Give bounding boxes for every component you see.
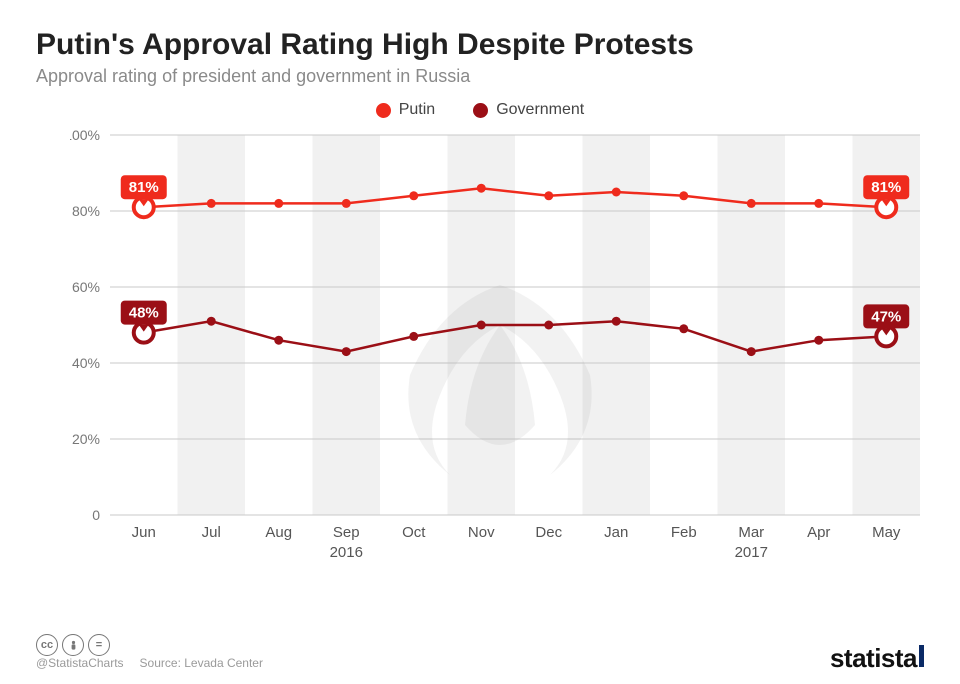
y-tick-label: 60% xyxy=(72,279,100,295)
line-chart: 0 20% 40% 60% 80% 100% Jun Jul Aug Sep Oct Nov Dec Ja… xyxy=(70,125,930,565)
year-label: 2016 xyxy=(330,544,363,561)
legend: Putin Government xyxy=(36,101,924,119)
y-tick-label: 20% xyxy=(72,431,100,447)
series-point xyxy=(477,184,486,193)
chart-title: Putin's Approval Rating High Despite Pro… xyxy=(36,28,924,62)
twitter-handle: @StatistaCharts xyxy=(36,656,124,672)
legend-item-putin: Putin xyxy=(376,101,435,119)
footer: cc = @StatistaCharts Source: Levada Cent… xyxy=(36,634,924,674)
series-point xyxy=(679,324,688,333)
x-tick-label: Mar xyxy=(738,524,764,541)
x-tick-label: Apr xyxy=(807,524,830,541)
series-point xyxy=(679,191,688,200)
series-point xyxy=(814,336,823,345)
legend-dot-putin xyxy=(376,103,391,118)
series-point xyxy=(747,199,756,208)
series-point xyxy=(544,321,553,330)
y-tick-label: 40% xyxy=(72,355,100,371)
y-tick-label: 0 xyxy=(92,507,100,523)
series-point xyxy=(342,347,351,356)
x-tick-label: Nov xyxy=(468,524,495,541)
x-tick-label: Dec xyxy=(535,524,562,541)
series-point xyxy=(342,199,351,208)
x-tick-label: Jul xyxy=(202,524,221,541)
source-label: Source: xyxy=(140,656,185,670)
series-point xyxy=(207,317,216,326)
series-point xyxy=(207,199,216,208)
statista-logo: statista xyxy=(830,643,924,674)
callout-text: 81% xyxy=(129,179,159,196)
x-tick-label: Jun xyxy=(132,524,156,541)
x-tick-label: Sep xyxy=(333,524,360,541)
callout-text: 81% xyxy=(871,179,901,196)
series-point xyxy=(477,321,486,330)
series-point xyxy=(612,317,621,326)
source-value: Levada Center xyxy=(184,656,263,670)
x-tick-label: Feb xyxy=(671,524,697,541)
chart-subtitle: Approval rating of president and governm… xyxy=(36,66,924,87)
series-point xyxy=(544,191,553,200)
legend-label-government: Government xyxy=(496,101,584,119)
x-tick-label: May xyxy=(872,524,901,541)
legend-label-putin: Putin xyxy=(399,101,435,119)
cc-icon: cc xyxy=(36,634,58,656)
series-point xyxy=(747,347,756,356)
series-point xyxy=(409,332,418,341)
callout-text: 47% xyxy=(871,308,901,325)
series-point xyxy=(409,191,418,200)
x-tick-label: Jan xyxy=(604,524,628,541)
chart-stripe xyxy=(718,135,786,515)
series-point xyxy=(612,188,621,197)
x-tick-label: Oct xyxy=(402,524,426,541)
x-tick-label: Aug xyxy=(265,524,292,541)
legend-item-government: Government xyxy=(473,101,584,119)
nd-icon: = xyxy=(88,634,110,656)
cc-license-icons: cc = xyxy=(36,634,124,656)
series-point xyxy=(814,199,823,208)
series-point xyxy=(274,199,283,208)
y-tick-label: 80% xyxy=(72,203,100,219)
by-icon xyxy=(62,634,84,656)
year-label: 2017 xyxy=(735,544,768,561)
callout-text: 48% xyxy=(129,305,159,322)
chart-area: 0 20% 40% 60% 80% 100% Jun Jul Aug Sep Oct Nov Dec Ja… xyxy=(70,125,924,565)
chart-stripe xyxy=(313,135,381,515)
y-tick-label: 100% xyxy=(70,127,100,143)
series-point xyxy=(274,336,283,345)
legend-dot-government xyxy=(473,103,488,118)
